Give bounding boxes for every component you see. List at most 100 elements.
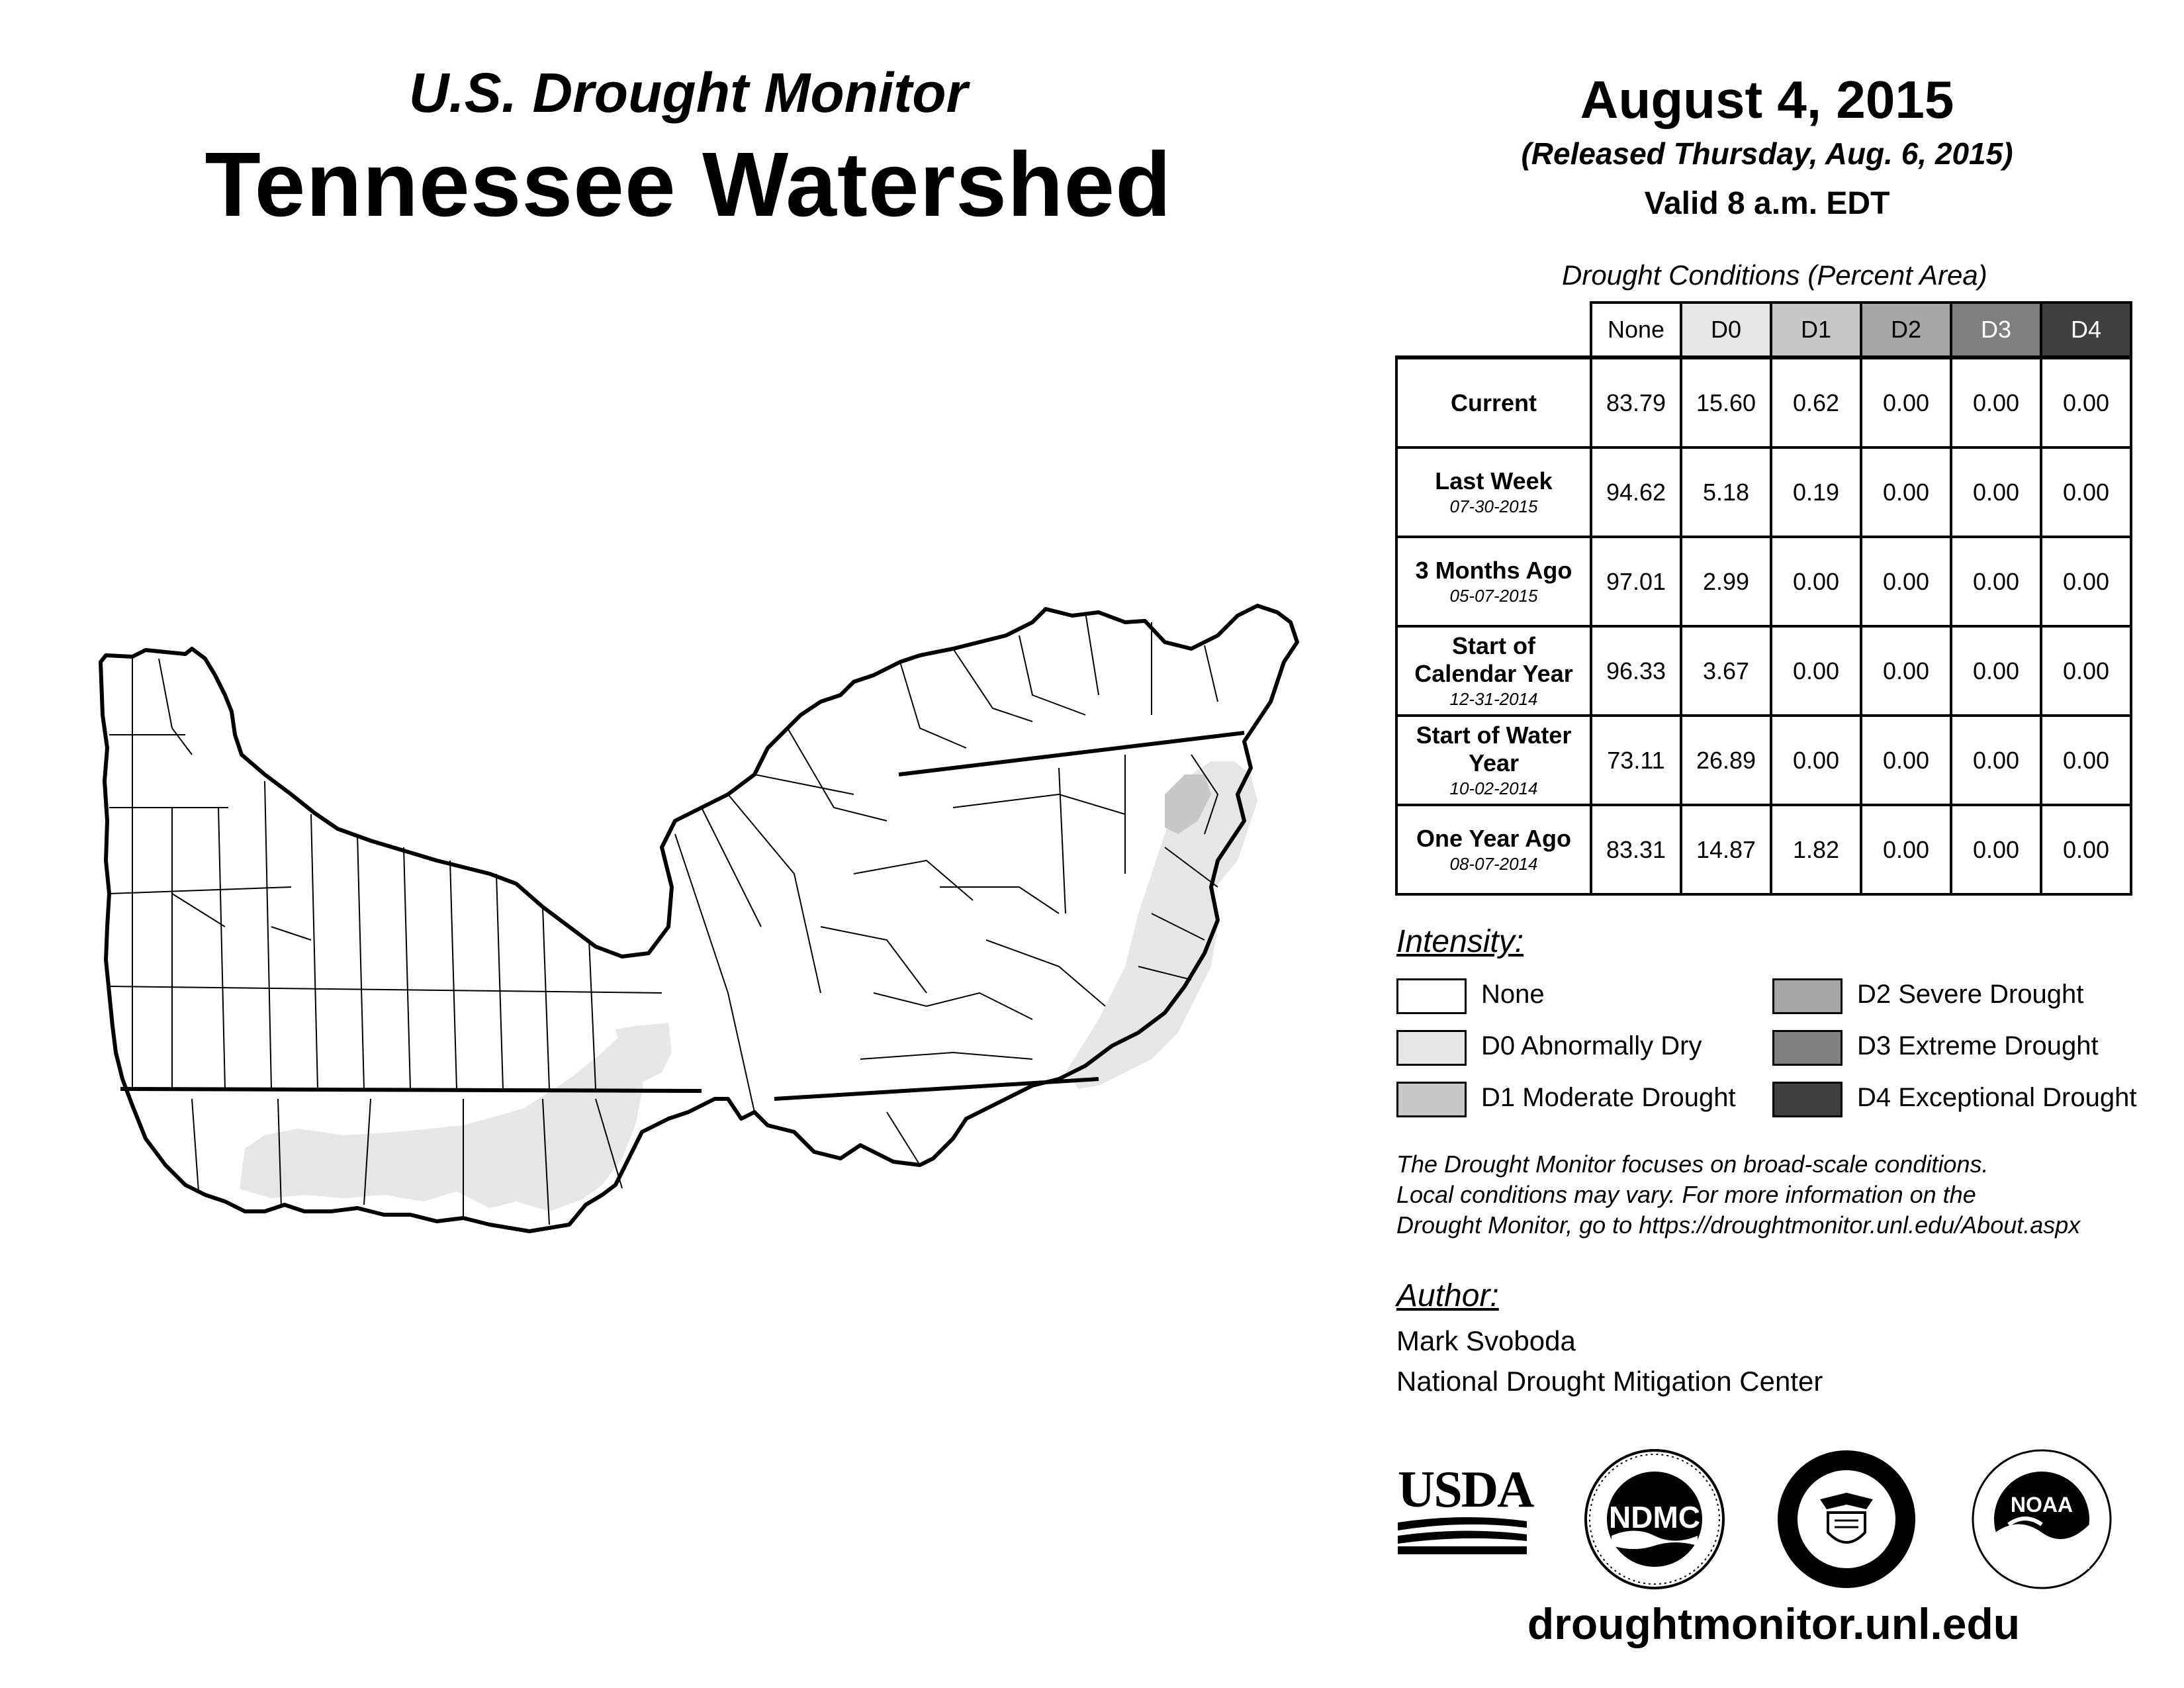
table-cell: 0.00 xyxy=(1860,804,1952,896)
state-boundary-north xyxy=(898,731,1245,776)
table-cell: 83.79 xyxy=(1590,356,1682,449)
table-cell: 0.00 xyxy=(2040,446,2132,538)
drought-conditions-table: None D0 D1 D2 D3 D4 Current 83.79 15.60 … xyxy=(1395,301,2132,896)
table-cell: 0.00 xyxy=(2040,536,2132,628)
author-org: National Drought Mitigation Center xyxy=(1396,1366,1823,1397)
col-header-d1: D1 xyxy=(1770,301,1862,359)
usda-logo: USDA xyxy=(1398,1460,1534,1562)
usda-logo-swoosh xyxy=(1398,1517,1527,1554)
table-cell: 0.00 xyxy=(2040,625,2132,717)
table-cell: 1.82 xyxy=(1770,804,1862,896)
table-cell: 0.00 xyxy=(2040,356,2132,449)
intensity-heading: Intensity: xyxy=(1396,924,1524,959)
map-date: August 4, 2015 xyxy=(1580,70,1954,129)
table-cell: 83.31 xyxy=(1590,804,1682,896)
table-cell: 14.87 xyxy=(1680,804,1772,896)
col-header-d4: D4 xyxy=(2040,301,2132,359)
row-label-text: One Year Ago xyxy=(1416,824,1572,852)
table-row: Last Week 07-30-2015 94.62 5.18 0.19 0.00… xyxy=(1395,446,2132,538)
table-cell: 0.00 xyxy=(1770,536,1862,628)
table-cell: 0.62 xyxy=(1770,356,1862,449)
legend-label: D0 Abnormally Dry xyxy=(1481,1031,1702,1060)
author-name: Mark Svoboda xyxy=(1396,1325,1576,1356)
legend-label: D3 Extreme Drought xyxy=(1857,1031,2099,1060)
row-date: 07-30-2015 xyxy=(1449,496,1538,516)
row-date: 08-07-2014 xyxy=(1449,853,1538,874)
legend-swatch-d0 xyxy=(1396,1030,1467,1066)
table-cell: 0.00 xyxy=(1950,446,2042,538)
row-label-text: Start of Calendar Year xyxy=(1414,632,1573,687)
footer-url[interactable]: droughtmonitor.unl.edu xyxy=(1527,1599,2021,1648)
valid-time: Valid 8 a.m. EDT xyxy=(1644,186,1890,221)
table-cell: 3.67 xyxy=(1680,625,1772,717)
table-cell: 0.00 xyxy=(2040,804,2132,896)
note-line: The Drought Monitor focuses on broad-sca… xyxy=(1396,1150,1989,1178)
table-row: 3 Months Ago 05-07-2015 97.01 2.99 0.00 0… xyxy=(1395,536,2132,628)
table-row: Start of Water Year 10-02-2014 73.11 26.8… xyxy=(1395,714,2132,806)
row-label-text: Last Week xyxy=(1435,467,1553,494)
table-row: One Year Ago 08-07-2014 83.31 14.87 1.82 … xyxy=(1395,804,2132,896)
watershed-map-svg xyxy=(99,604,1299,1233)
doc-logo xyxy=(1774,1446,1919,1592)
table-cell: 0.00 xyxy=(1860,356,1952,449)
drought-area-east xyxy=(1066,761,1257,1089)
map-subtitle: U.S. Drought Monitor xyxy=(408,62,968,124)
row-date: 12-31-2014 xyxy=(1449,688,1538,709)
table-cell: 26.89 xyxy=(1680,714,1772,806)
noaa-logo: NOAA xyxy=(1969,1446,2115,1592)
table-cell: 2.99 xyxy=(1680,536,1772,628)
watershed-map xyxy=(93,596,1310,1311)
legend-swatch-d4 xyxy=(1772,1082,1843,1117)
legend-swatch-d3 xyxy=(1772,1030,1843,1066)
table-cell: 0.00 xyxy=(1860,446,1952,538)
row-label-text: Start of Water Year xyxy=(1416,721,1572,776)
ndmc-seal xyxy=(1584,1449,1725,1589)
table-cell: 97.01 xyxy=(1590,536,1682,628)
table-row: Start of Calendar Year 12-31-2014 96.33 3… xyxy=(1395,625,2132,717)
table-cell: 0.00 xyxy=(1950,625,2042,717)
table-cell: 5.18 xyxy=(1680,446,1772,538)
drought-area-southwest xyxy=(240,1027,643,1211)
usda-logo-text: USDA xyxy=(1398,1460,1534,1518)
legend-label: D1 Moderate Drought xyxy=(1481,1083,1736,1112)
map-title: Tennessee Watershed xyxy=(205,134,1172,236)
table-cell: 0.00 xyxy=(1950,804,2042,896)
table-cell: 0.00 xyxy=(1770,714,1862,806)
row-label: Start of Water Year 10-02-2014 xyxy=(1395,714,1592,806)
table-cell: 94.62 xyxy=(1590,446,1682,538)
state-boundary-south-east xyxy=(774,1077,1099,1101)
row-label: 3 Months Ago 05-07-2015 xyxy=(1395,536,1592,628)
author-heading: Author: xyxy=(1396,1278,1499,1313)
legend-label: None xyxy=(1481,980,1545,1009)
col-header-d3: D3 xyxy=(1950,301,2042,359)
watershed-outline xyxy=(99,604,1299,1233)
table-caption: Drought Conditions (Percent Area) xyxy=(1562,259,1987,291)
col-header-none: None xyxy=(1590,301,1682,359)
state-boundary-south-west xyxy=(120,1087,702,1093)
row-label: One Year Ago 08-07-2014 xyxy=(1395,804,1592,896)
col-header-d2: D2 xyxy=(1860,301,1952,359)
table-corner xyxy=(1396,303,1592,359)
table-cell: 0.00 xyxy=(2040,714,2132,806)
drought-area-strip xyxy=(615,1023,672,1082)
legend-swatch-d2 xyxy=(1772,978,1843,1014)
release-date: (Released Thursday, Aug. 6, 2015) xyxy=(1521,136,2013,171)
ndmc-logo: NDMC xyxy=(1582,1446,1727,1592)
table-cell: 15.60 xyxy=(1680,356,1772,449)
row-date: 05-07-2015 xyxy=(1449,585,1538,606)
table-row: Current 83.79 15.60 0.62 0.00 0.00 0.00 xyxy=(1395,356,2132,449)
row-label: Last Week 07-30-2015 xyxy=(1395,446,1592,538)
table-cell: 0.00 xyxy=(1860,625,1952,717)
table-cell: 0.00 xyxy=(1770,625,1862,717)
ndmc-logo-text: NDMC xyxy=(1609,1500,1700,1534)
row-label-text: Current xyxy=(1450,389,1537,416)
table-cell: 0.00 xyxy=(1950,536,2042,628)
table-cell: 0.00 xyxy=(1860,536,1952,628)
county-boundaries xyxy=(109,612,1219,1225)
note-line: Drought Monitor, go to https://droughtmo… xyxy=(1396,1211,2081,1239)
table-cell: 0.19 xyxy=(1770,446,1862,538)
legend-label: D4 Exceptional Drought xyxy=(1857,1083,2137,1112)
table-cell: 0.00 xyxy=(1950,714,2042,806)
noaa-logo-text: NOAA xyxy=(2010,1493,2073,1517)
department-of-commerce-seal xyxy=(1778,1450,1915,1588)
